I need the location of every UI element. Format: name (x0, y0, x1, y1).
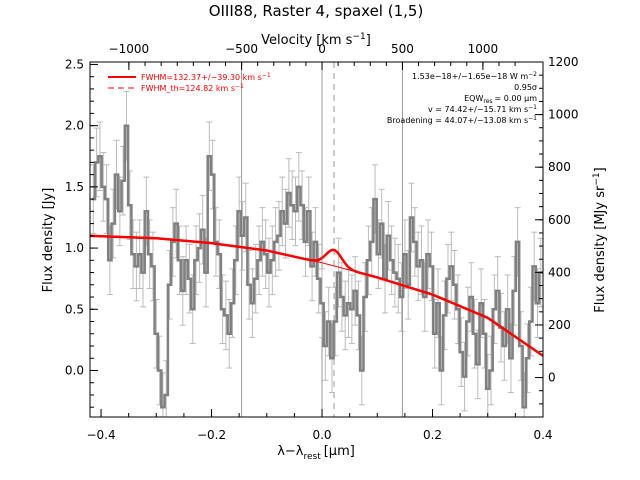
top-axis-label: Velocity [km s−1] (261, 32, 371, 48)
y2-tick-label: 1000 (548, 108, 579, 122)
reference-lines (241, 62, 403, 417)
x-tick-label: −0.2 (197, 428, 226, 442)
y-tick-label: 1.0 (65, 241, 84, 255)
top-tick-label: 0 (318, 42, 326, 56)
legend: FWHM=132.37+/−39.30 km s−1 FWHM_th=124.8… (108, 72, 271, 93)
plot-frame (89, 61, 544, 418)
y2-tick-label: 1200 (548, 55, 579, 69)
fit-lines (89, 234, 544, 357)
y-tick-label: 2.0 (65, 119, 84, 133)
y-tick-label: 0.5 (65, 302, 84, 316)
top-tick-label: −500 (225, 42, 258, 56)
annotations: 1.53e−18+/−1.65e−18 W m−2 0.95σ EQWres = … (387, 71, 537, 125)
y-axis-label: Flux density [Jy] (41, 188, 56, 293)
legend-item-fwhm-th: FWHM_th=124.82 km s−1 (141, 83, 244, 93)
x-tick-label: −0.4 (86, 428, 115, 442)
y2-tick-label: 400 (548, 265, 571, 279)
annotation-sigma: 0.95σ (514, 83, 537, 92)
top-tick-label: 1000 (468, 42, 499, 56)
tick-labels: −0.4 −0.2 0.0 0.2 0.4 −1000 −500 500 1000 0 0.0 0.5… (65, 42, 579, 442)
top-tick-label: 500 (391, 42, 414, 56)
annotation-broadening: Broadening = 44.07+/−13.08 km s−1 (387, 115, 537, 125)
top-tick-label: −1000 (109, 42, 150, 56)
y2-tick-label: 800 (548, 160, 571, 174)
y2-tick-label: 0 (548, 371, 556, 385)
y2-axis-label: Flux density [MJy sr−1] (592, 167, 608, 312)
gaussian-fit-line (89, 234, 544, 357)
annotation-velocity: v = 74.42+/−15.71 km s−1 (428, 104, 537, 114)
y2-tick-label: 600 (548, 213, 571, 227)
annotation-eqw: EQWres = 0.00 μm (464, 94, 537, 105)
legend-item-fwhm: FWHM=132.37+/−39.30 km s−1 (141, 72, 271, 82)
y-tick-label: 2.5 (65, 57, 84, 71)
x-tick-label: 0.4 (533, 428, 552, 442)
axis-ticks (90, 61, 544, 417)
y2-tick-label: 200 (548, 318, 571, 332)
chart-title: OIII88, Raster 4, spaxel (1,5) (209, 2, 424, 20)
annotation-flux: 1.53e−18+/−1.65e−18 W m−2 (412, 71, 537, 81)
x-axis-label: λ−λrest [μm] (277, 444, 355, 462)
y-tick-label: 0.0 (65, 363, 84, 377)
x-tick-label: 0.2 (423, 428, 442, 442)
y-tick-label: 1.5 (65, 180, 84, 194)
x-tick-label: 0.0 (312, 428, 331, 442)
